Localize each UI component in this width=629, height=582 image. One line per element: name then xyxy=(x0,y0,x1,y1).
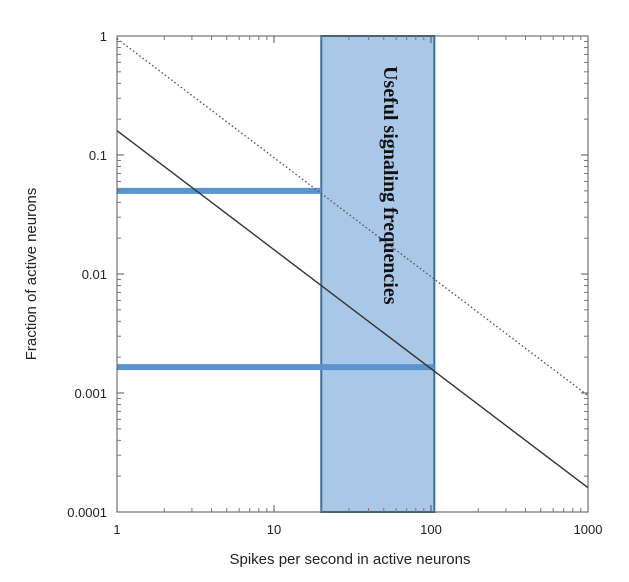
x-axis-label: Spikes per second in active neurons xyxy=(230,551,471,568)
series-layer xyxy=(116,38,589,489)
ticks-layer: 1 10 100 1000 0.0001 0.001 0.01 0.1 1 xyxy=(67,29,602,537)
x-tick-label: 10 xyxy=(267,522,281,537)
y-axis-label: Fraction of active neurons xyxy=(23,188,40,361)
y-tick-label: 1 xyxy=(100,29,107,44)
solid-series-line xyxy=(116,130,589,489)
band-label: Useful signaling frequencies xyxy=(379,66,401,305)
useful-frequency-band xyxy=(320,35,436,513)
y-tick-label: 0.001 xyxy=(74,386,107,401)
x-tick-label: 1000 xyxy=(574,522,603,537)
dotted-series-line xyxy=(116,38,589,397)
y-tick-label: 0.0001 xyxy=(67,505,107,520)
x-tick-label: 1 xyxy=(113,522,120,537)
y-tick-label: 0.01 xyxy=(82,267,107,282)
x-tick-label: 100 xyxy=(420,522,442,537)
band-layer xyxy=(320,35,436,513)
y-tick-label: 0.1 xyxy=(89,148,107,163)
reference-lines-layer xyxy=(117,187,435,371)
